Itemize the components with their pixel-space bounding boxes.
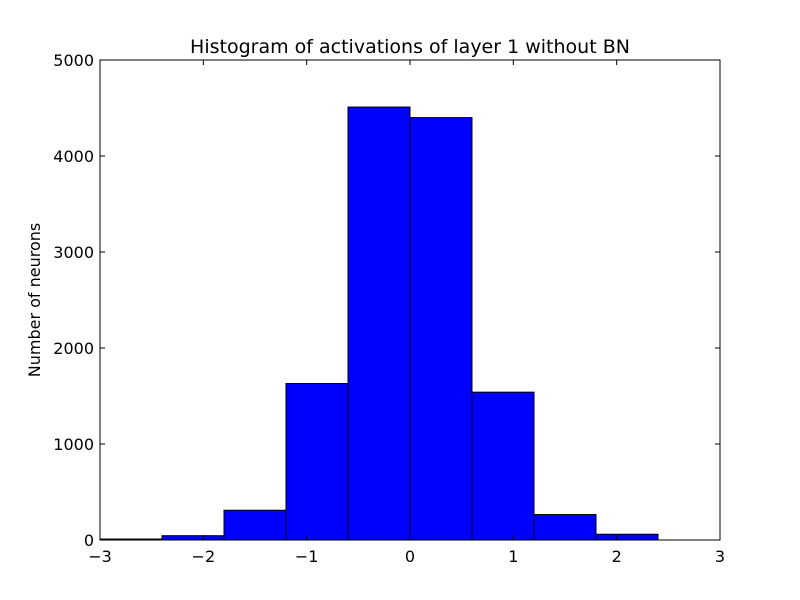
- histogram-bar: [409, 117, 473, 541]
- y-tick-label: 5000: [53, 51, 94, 70]
- y-tick-label: 4000: [53, 147, 94, 166]
- histogram-bar: [161, 535, 225, 541]
- histogram-bar: [533, 514, 597, 541]
- histogram-bar: [223, 509, 287, 541]
- x-tick-label: 3: [715, 547, 725, 566]
- y-tick-label: 2000: [53, 339, 94, 358]
- histogram-bar: [595, 533, 659, 541]
- x-tick-label: −3: [88, 547, 112, 566]
- y-axis-ticks: 0 1000 2000 3000 4000 5000: [53, 51, 720, 550]
- histogram-bars: [99, 106, 659, 541]
- y-tick-label: 1000: [53, 435, 94, 454]
- histogram-bar: [347, 106, 411, 541]
- x-axis-ticks: −3 −2 −1 0 1 2 3: [88, 60, 725, 566]
- x-tick-label: −2: [192, 547, 216, 566]
- x-tick-label: 0: [405, 547, 415, 566]
- x-tick-label: 2: [612, 547, 622, 566]
- y-tick-label: 0: [84, 531, 94, 550]
- y-tick-label: 3000: [53, 243, 94, 262]
- histogram-bar: [285, 383, 349, 541]
- x-tick-label: 1: [508, 547, 518, 566]
- y-axis-label: Number of neurons: [25, 223, 44, 377]
- chart-title: Histogram of activations of layer 1 with…: [190, 36, 630, 58]
- histogram-bar: [471, 391, 535, 541]
- x-tick-label: −1: [295, 547, 319, 566]
